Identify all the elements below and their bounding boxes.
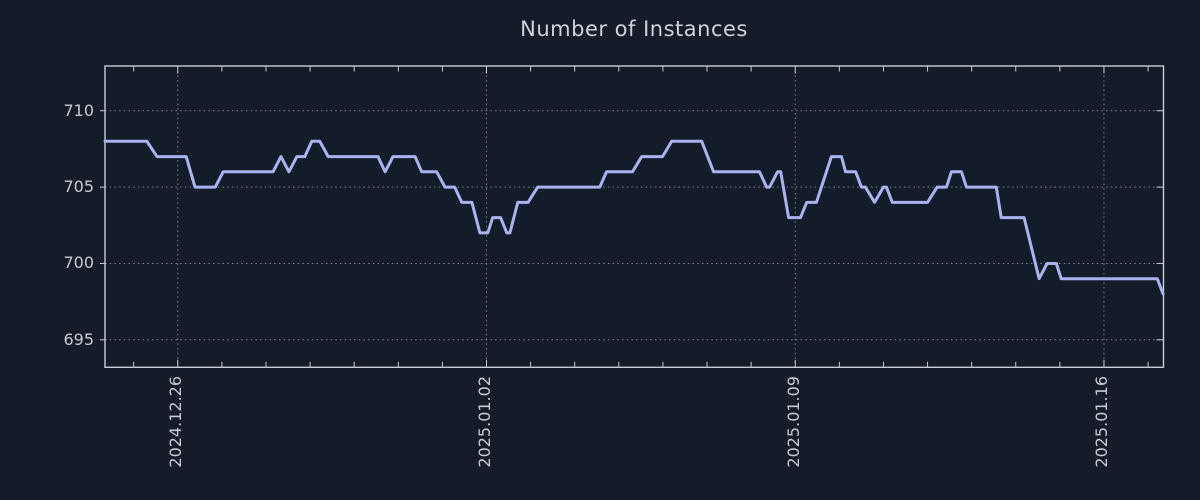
x-tick-label: 2025.01.16 bbox=[1092, 376, 1112, 468]
plot-border bbox=[104, 65, 1165, 368]
y-tick-label: 705 bbox=[63, 177, 94, 197]
axis-ticks bbox=[100, 66, 1163, 367]
y-tick-label: 700 bbox=[63, 253, 94, 273]
x-tick-label: 2025.01.02 bbox=[475, 376, 494, 468]
series-line-instances bbox=[103, 139, 1165, 296]
x-tick-label: 2024.12.26 bbox=[166, 376, 186, 468]
y-tick-label: 695 bbox=[63, 329, 94, 349]
y-tick-label: 710 bbox=[63, 100, 94, 120]
chart-title: Number of Instances bbox=[520, 17, 748, 41]
x-tick-label: 2025.01.09 bbox=[783, 376, 803, 468]
